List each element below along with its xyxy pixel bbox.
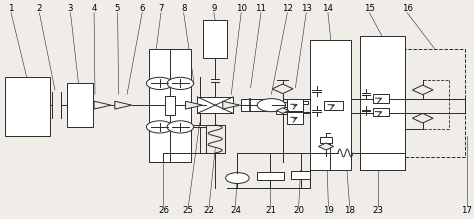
Bar — [287, 112, 303, 124]
Polygon shape — [412, 113, 433, 123]
Bar — [373, 108, 389, 117]
Polygon shape — [412, 85, 433, 95]
Text: 9: 9 — [211, 4, 217, 13]
Text: 6: 6 — [139, 4, 145, 13]
Text: 7: 7 — [158, 4, 164, 13]
Polygon shape — [276, 108, 289, 113]
Bar — [257, 172, 283, 180]
Circle shape — [167, 121, 193, 133]
Polygon shape — [319, 143, 334, 150]
Bar — [67, 83, 92, 127]
Text: 4: 4 — [91, 4, 97, 13]
Circle shape — [146, 121, 173, 133]
Bar — [165, 95, 175, 115]
Text: 23: 23 — [373, 206, 383, 215]
Bar — [310, 40, 351, 170]
Text: 10: 10 — [236, 4, 246, 13]
Bar — [275, 107, 290, 114]
Circle shape — [146, 77, 173, 90]
Text: 21: 21 — [265, 206, 276, 215]
Text: 24: 24 — [230, 206, 241, 215]
Bar — [206, 125, 225, 153]
Text: 17: 17 — [461, 206, 472, 215]
Polygon shape — [94, 101, 111, 109]
Text: 1: 1 — [9, 4, 14, 13]
Bar — [5, 77, 50, 136]
Bar — [320, 137, 332, 143]
Bar — [405, 49, 465, 157]
Bar — [360, 35, 405, 170]
Bar — [291, 106, 298, 110]
Text: 22: 22 — [204, 206, 215, 215]
Text: 25: 25 — [183, 206, 194, 215]
Bar — [197, 97, 233, 113]
Bar — [324, 101, 343, 110]
Text: 13: 13 — [301, 4, 312, 13]
Text: 2: 2 — [36, 4, 42, 13]
Text: 3: 3 — [68, 4, 73, 13]
Bar — [203, 20, 227, 58]
Text: 14: 14 — [322, 4, 333, 13]
Circle shape — [257, 99, 285, 112]
Polygon shape — [115, 101, 132, 109]
Bar — [373, 94, 389, 103]
Text: 5: 5 — [115, 4, 120, 13]
Text: 8: 8 — [181, 4, 186, 13]
Text: 19: 19 — [323, 206, 334, 215]
Polygon shape — [272, 84, 293, 94]
Circle shape — [226, 173, 249, 184]
Text: 20: 20 — [293, 206, 304, 215]
Circle shape — [167, 77, 193, 90]
Text: 12: 12 — [282, 4, 293, 13]
Polygon shape — [223, 101, 240, 109]
Text: 26: 26 — [158, 206, 169, 215]
Polygon shape — [185, 101, 202, 109]
Text: 18: 18 — [344, 206, 355, 215]
Text: 15: 15 — [364, 4, 375, 13]
Bar — [301, 101, 308, 104]
Bar — [149, 49, 191, 162]
Text: 16: 16 — [401, 4, 413, 13]
Bar — [287, 99, 303, 111]
Bar — [241, 99, 273, 111]
Text: 11: 11 — [255, 4, 266, 13]
Bar — [291, 171, 310, 179]
